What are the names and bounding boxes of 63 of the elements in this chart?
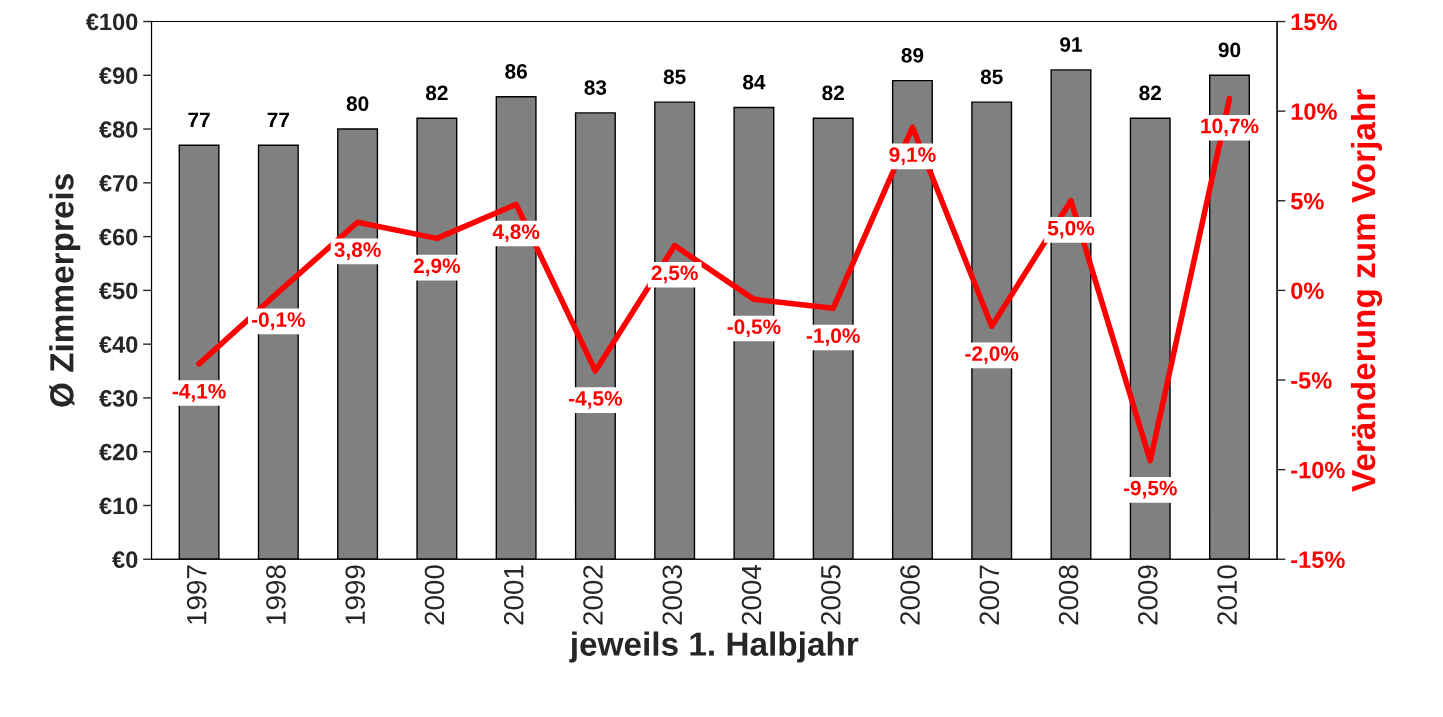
data-label: -0,1% (251, 312, 305, 330)
y-axis-title: Ø Zimmerpreis (49, 174, 81, 407)
data-label: 82 (822, 85, 844, 101)
x-tick-label: 2000 (424, 565, 445, 625)
data-label: 10,7% (1201, 118, 1259, 137)
data-label: 89 (901, 47, 924, 63)
data-label: -4,5% (568, 391, 623, 409)
data-label: -0,5% (727, 319, 781, 338)
y-tick-label: €90 (99, 67, 138, 85)
y-tick-label: €10 (99, 497, 138, 515)
x-tick-label: 2005 (820, 565, 841, 625)
data-label: 3,8% (334, 242, 381, 261)
y-tick-label: €100 (85, 13, 138, 31)
y-tick-label: €40 (99, 336, 138, 353)
y-tick-label: €70 (99, 174, 138, 192)
y-tick-label: €20 (99, 443, 138, 461)
x-tick-label: 2009 (1138, 565, 1158, 625)
data-label: 2,5% (651, 265, 698, 284)
y2-tick-label: 15% (1291, 13, 1337, 31)
y2-tick-label: 5% (1290, 192, 1324, 210)
y2-tick-label: -5% (1291, 372, 1332, 389)
x-tick-label: 2004 (741, 564, 762, 625)
data-label: -4,1% (172, 383, 226, 402)
y2-tick-label: -10% (1291, 461, 1345, 479)
data-label: 80 (346, 96, 369, 112)
y-tick-label: €0 (112, 551, 138, 569)
data-label: 84 (742, 74, 766, 90)
data-label: 91 (1060, 37, 1082, 52)
data-label: 85 (663, 69, 686, 85)
data-label: 85 (980, 69, 1003, 85)
data-label: 86 (505, 64, 527, 79)
x-tick-label: 2007 (979, 565, 1000, 625)
x-tick-label: 1997 (186, 565, 207, 624)
y2-axis-title: Veränderung zum Vorjahr (1350, 89, 1383, 492)
x-tick-label: 2003 (662, 565, 683, 625)
x-tick-label: 2001 (503, 565, 524, 625)
data-label: 90 (1218, 42, 1241, 58)
y-tick-label: €50 (99, 282, 138, 300)
x-tick-label: 2010 (1217, 565, 1237, 625)
data-label: 2,9% (413, 258, 461, 277)
y-tick-label: €30 (99, 390, 138, 407)
y2-tick-label: 10% (1291, 103, 1337, 120)
x-tick-label: 1998 (266, 565, 286, 624)
y2-tick-label: 0% (1291, 282, 1324, 300)
data-label: 77 (188, 112, 210, 127)
y2-tick-label: -15% (1291, 551, 1345, 569)
data-label: 82 (1139, 85, 1161, 101)
data-label: 4,8% (492, 224, 540, 243)
data-label: -2,0% (965, 346, 1019, 364)
x-tick-label: 2008 (1058, 565, 1079, 625)
data-label: -9,5% (1123, 480, 1177, 499)
x-axis-title: jeweils 1. Halbjahr (569, 631, 859, 663)
data-label: -1,0% (806, 328, 860, 347)
data-label: 82 (425, 85, 448, 101)
data-label: 77 (267, 112, 290, 127)
y-tick-label: €80 (99, 121, 138, 138)
data-label: 9,1% (889, 147, 936, 166)
x-tick-label: 2006 (900, 565, 920, 625)
data-label: 83 (584, 80, 607, 95)
y-tick-label: €60 (99, 228, 138, 246)
x-tick-label: 2002 (583, 565, 603, 625)
x-tick-label: 1999 (345, 565, 366, 624)
data-label: 5,0% (1047, 220, 1095, 239)
